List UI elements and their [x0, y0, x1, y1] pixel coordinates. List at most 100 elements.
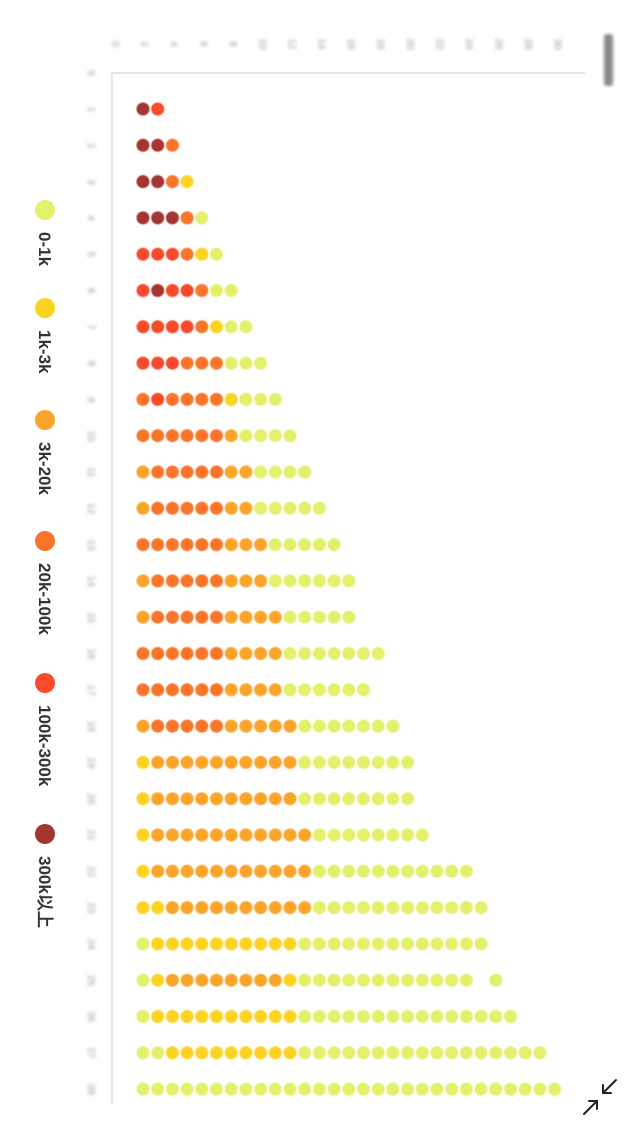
dot-13-5[interactable] [210, 574, 223, 588]
dot-21-5[interactable] [210, 864, 223, 878]
dot-27-12[interactable] [312, 1082, 326, 1096]
dot-22-13[interactable] [327, 901, 341, 915]
dot-8-0[interactable] [136, 392, 150, 406]
dot-26-6[interactable] [224, 1046, 238, 1060]
dot-19-18[interactable] [401, 792, 415, 806]
dot-27-26[interactable] [518, 1082, 532, 1096]
dot-24-8[interactable] [254, 973, 268, 987]
dot-23-6[interactable] [224, 937, 238, 951]
dot-6-3[interactable] [180, 320, 194, 334]
dot-24-11[interactable] [298, 973, 312, 987]
dot-21-4[interactable] [195, 864, 209, 878]
dot-22-12[interactable] [312, 901, 326, 915]
dot-20-6[interactable] [224, 828, 238, 842]
dot-16-2[interactable] [165, 683, 179, 697]
dot-10-9[interactable] [268, 465, 282, 479]
dot-10-1[interactable] [151, 465, 165, 479]
dot-23-21[interactable] [445, 937, 459, 951]
dot-11-7[interactable] [239, 501, 253, 515]
dot-23-3[interactable] [180, 937, 194, 951]
dot-27-21[interactable] [445, 1082, 459, 1096]
dot-15-16[interactable] [371, 647, 385, 660]
dot-27-19[interactable] [415, 1082, 429, 1096]
dot-22-16[interactable] [371, 901, 385, 915]
dot-26-1[interactable] [151, 1046, 165, 1060]
dot-12-4[interactable] [195, 538, 209, 552]
dot-12-13[interactable] [327, 538, 341, 552]
dot-20-18[interactable] [401, 828, 415, 842]
dot-25-19[interactable] [415, 1010, 429, 1023]
dot-2-3[interactable] [180, 175, 194, 189]
dot-17-16[interactable] [371, 719, 385, 733]
dot-13-14[interactable] [342, 574, 356, 588]
dot-20-0[interactable] [136, 828, 150, 842]
dot-16-3[interactable] [180, 683, 194, 697]
dot-19-15[interactable] [357, 792, 370, 806]
dot-22-5[interactable] [210, 901, 223, 915]
dot-4-5[interactable] [210, 247, 223, 261]
dot-18-15[interactable] [357, 755, 370, 769]
dot-12-7[interactable] [239, 538, 253, 552]
dot-14-10[interactable] [283, 610, 297, 624]
dot-17-11[interactable] [298, 719, 312, 733]
dot-10-4[interactable] [195, 465, 209, 479]
dot-23-20[interactable] [430, 937, 444, 951]
dot-25-23[interactable] [474, 1010, 488, 1023]
dot-25-12[interactable] [312, 1010, 326, 1023]
dot-21-12[interactable] [312, 864, 326, 878]
dot-15-6[interactable] [224, 647, 238, 660]
dot-18-16[interactable] [371, 755, 385, 769]
dot-22-10[interactable] [283, 901, 297, 915]
dot-26-9[interactable] [268, 1046, 282, 1060]
dot-21-22[interactable] [459, 864, 473, 878]
dot-21-10[interactable] [283, 864, 297, 878]
dot-21-6[interactable] [224, 864, 238, 878]
dot-12-8[interactable] [254, 538, 268, 552]
dot-25-14[interactable] [342, 1010, 356, 1023]
dot-22-14[interactable] [342, 901, 356, 915]
dot-17-5[interactable] [210, 719, 223, 733]
dot-1-0[interactable] [136, 138, 150, 152]
dot-25-11[interactable] [298, 1010, 312, 1023]
dot-19-9[interactable] [268, 792, 282, 806]
dot-19-16[interactable] [371, 792, 385, 806]
dot-18-4[interactable] [195, 755, 209, 769]
dot-4-4[interactable] [195, 247, 209, 261]
dot-20-7[interactable] [239, 828, 253, 842]
dot-11-9[interactable] [268, 501, 282, 515]
dot-24-10[interactable] [283, 973, 297, 987]
dot-17-13[interactable] [327, 719, 341, 733]
dot-7-0[interactable] [136, 356, 150, 370]
dot-16-8[interactable] [254, 683, 268, 697]
dot-20-12[interactable] [312, 828, 326, 842]
dot-11-3[interactable] [180, 501, 194, 515]
dot-27-5[interactable] [210, 1082, 223, 1096]
dot-9-0[interactable] [136, 429, 150, 443]
dot-17-2[interactable] [165, 719, 179, 733]
dot-23-19[interactable] [415, 937, 429, 951]
dot-18-13[interactable] [327, 755, 341, 769]
dot-27-3[interactable] [180, 1082, 194, 1096]
dot-22-15[interactable] [357, 901, 370, 915]
dot-22-23[interactable] [474, 901, 488, 915]
dot-13-8[interactable] [254, 574, 268, 588]
dot-14-5[interactable] [210, 610, 223, 624]
dot-25-13[interactable] [327, 1010, 341, 1023]
dot-16-12[interactable] [312, 683, 326, 697]
dot-0-1[interactable] [151, 102, 165, 116]
dot-22-0[interactable] [136, 901, 150, 915]
dot-0-0[interactable] [136, 102, 150, 116]
dot-11-4[interactable] [195, 501, 209, 515]
dot-25-20[interactable] [430, 1010, 444, 1023]
dot-9-8[interactable] [254, 429, 268, 443]
dot-5-1[interactable] [151, 284, 165, 297]
dot-27-22[interactable] [459, 1082, 473, 1096]
dot-9-10[interactable] [283, 429, 297, 443]
dot-18-9[interactable] [268, 755, 282, 769]
dot-20-5[interactable] [210, 828, 223, 842]
dot-2-1[interactable] [151, 175, 165, 189]
dot-26-24[interactable] [489, 1046, 503, 1060]
dot-16-15[interactable] [357, 683, 370, 697]
dot-6-7[interactable] [239, 320, 253, 334]
dot-27-20[interactable] [430, 1082, 444, 1096]
